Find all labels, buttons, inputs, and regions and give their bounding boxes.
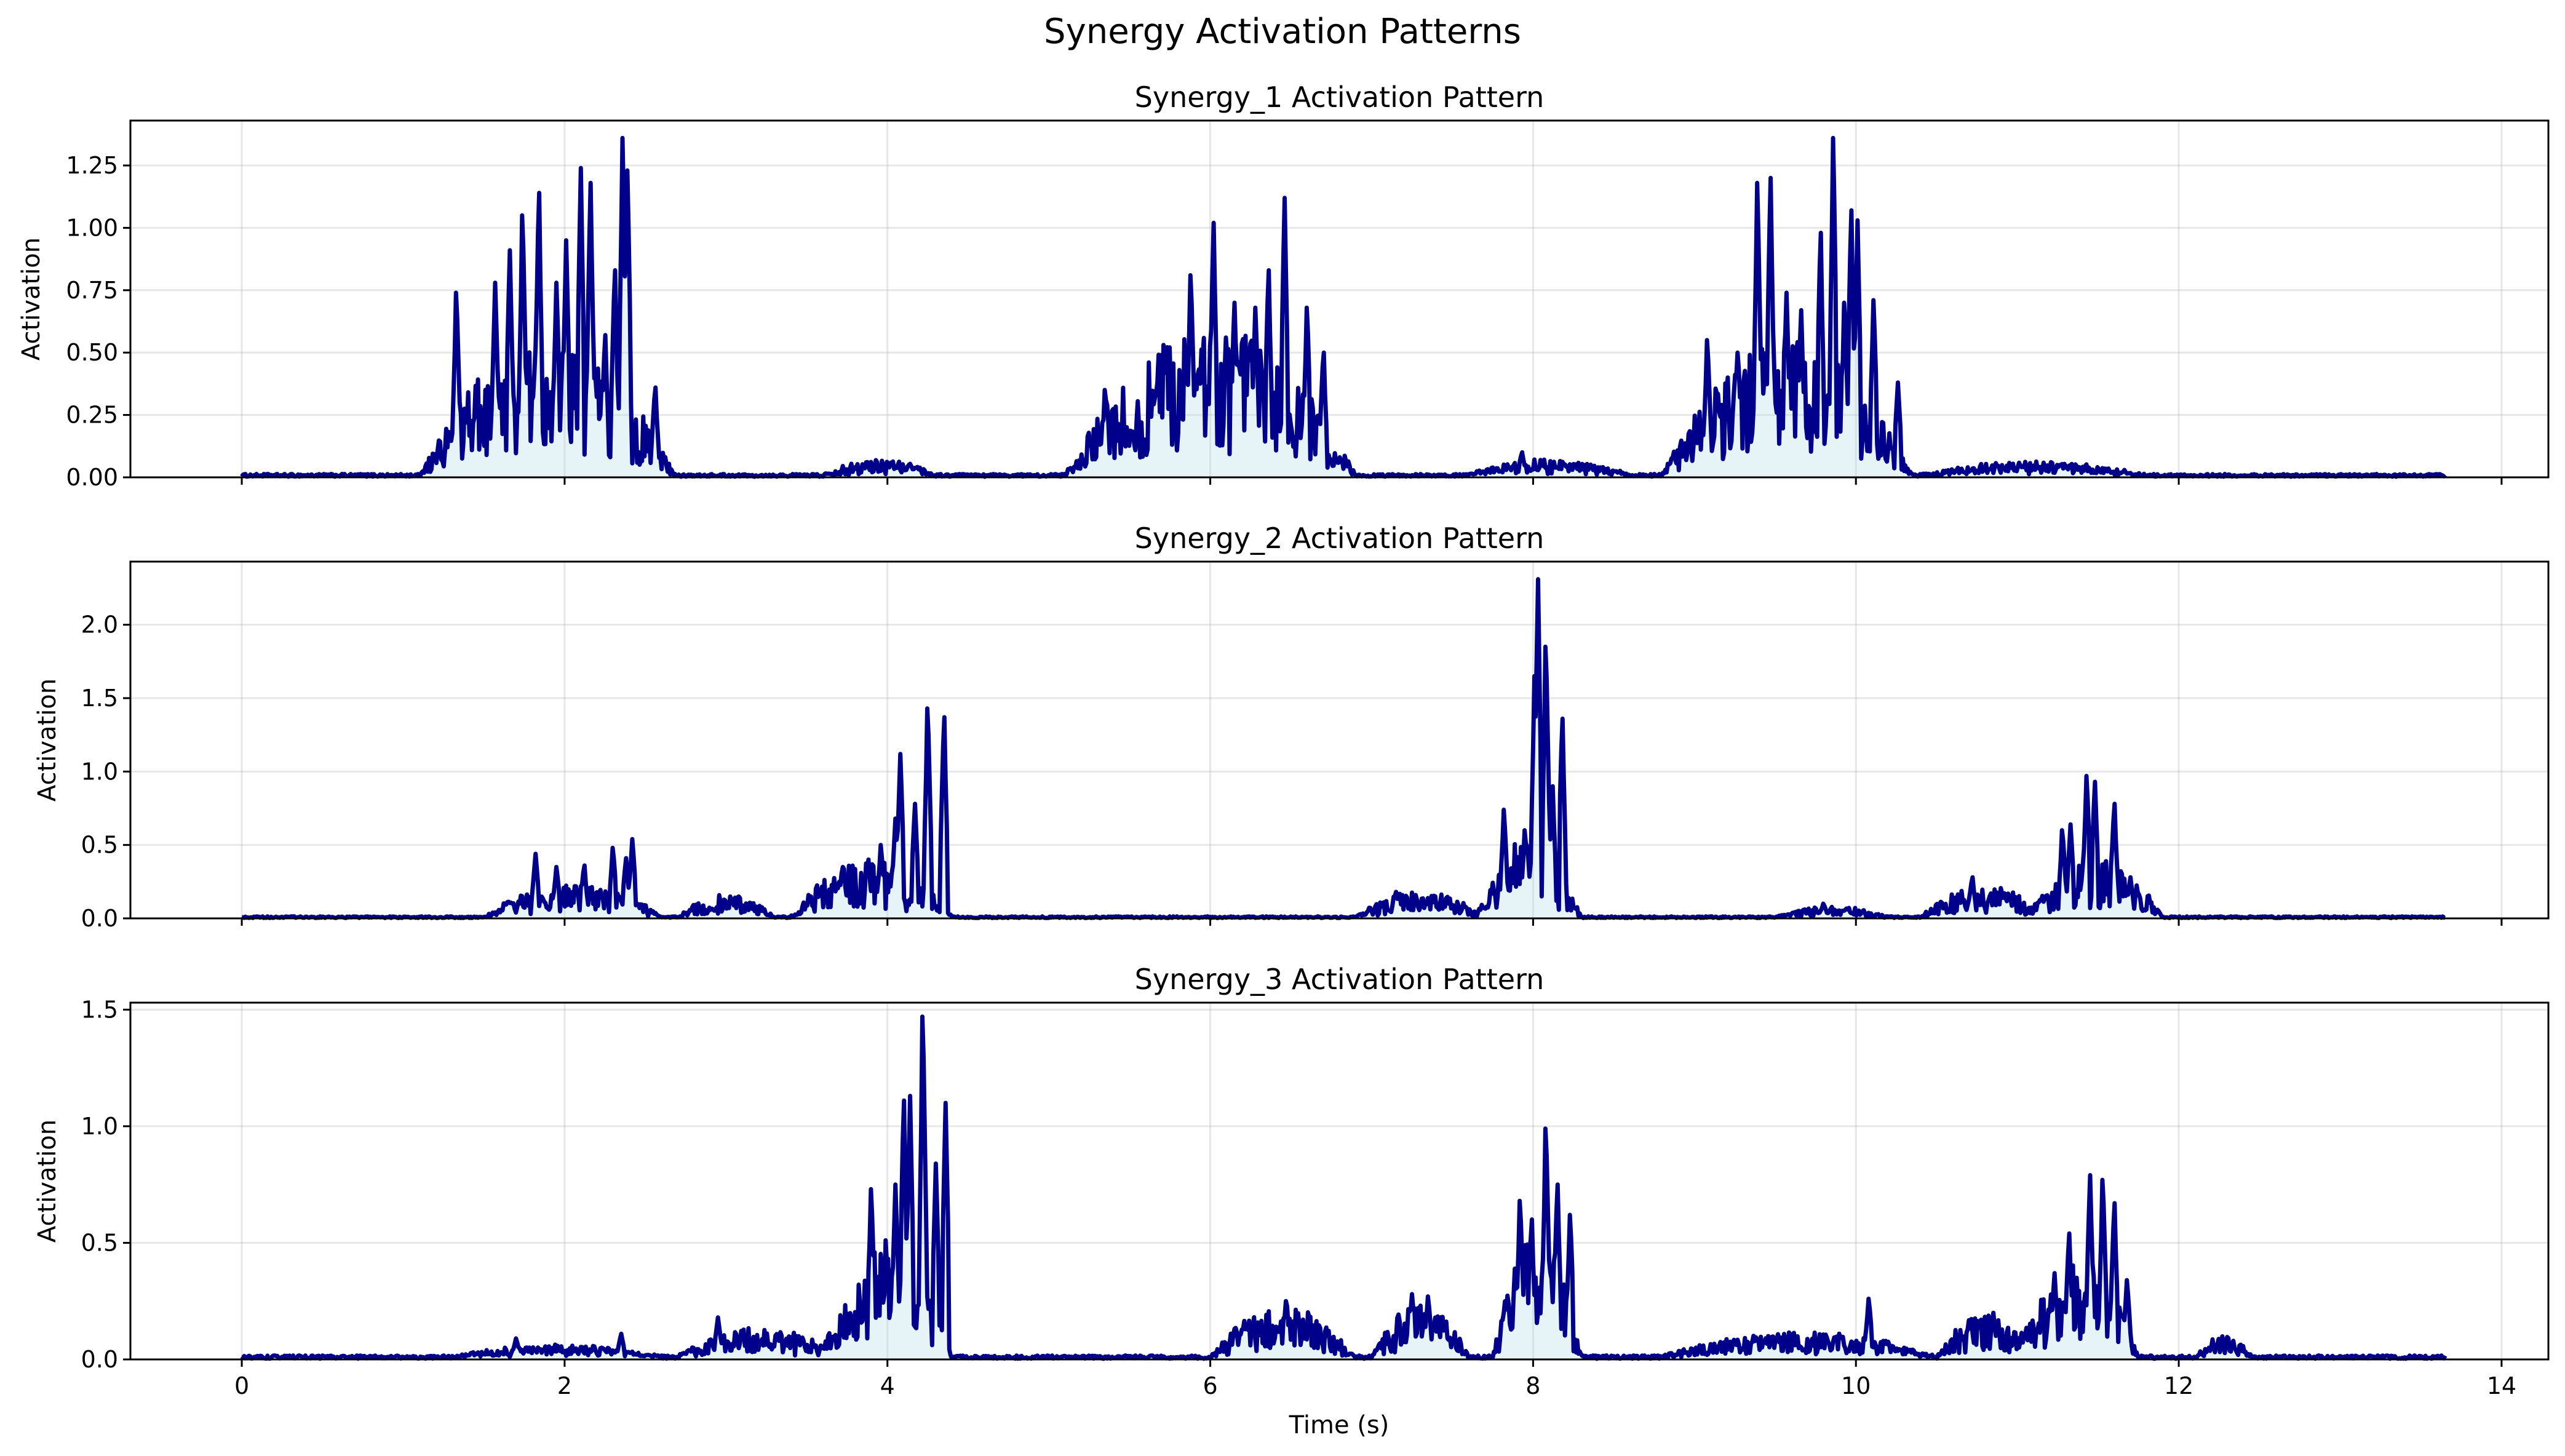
x-tick-label: 2 <box>557 1372 572 1399</box>
synergy-3-y-axis-label: Activation <box>33 1120 62 1243</box>
y-tick-label: 1.25 <box>66 152 118 179</box>
x-tick-label: 10 <box>1841 1372 1871 1399</box>
y-tick-label: 1.0 <box>81 758 118 785</box>
y-tick-label: 0.5 <box>81 1229 118 1256</box>
synergy-2-activation-line <box>241 577 2446 920</box>
panel-synergy-1: 0.00 0.25 0.50 0.75 1.00 1.25 Synergy_1 Activa… <box>17 81 2550 491</box>
y-tick-label: 1.5 <box>81 996 118 1023</box>
y-tick-label: 0.50 <box>66 339 118 366</box>
x-tick-label: 4 <box>880 1372 895 1399</box>
x-tick-label: 14 <box>2487 1372 2516 1399</box>
axes-frame <box>129 119 2550 479</box>
x-tick-label: 0 <box>234 1372 249 1399</box>
x-axis-label: Time (s) <box>1289 1411 1390 1439</box>
panel-synergy-2: 0.0 0.5 1.0 1.5 2.0 Synergy_2 Activation Patt… <box>33 522 2550 932</box>
y-tick-label: 0.0 <box>81 905 118 932</box>
y-tick-label: 1.5 <box>81 685 118 712</box>
panel-synergy-3: 0.0 0.5 1.0 1.5 0 2 4 6 8 10 12 14 Synergy_3 Activat… <box>33 963 2550 1399</box>
y-tick-label: 0.75 <box>66 277 118 304</box>
synergy-2-area-fill <box>242 579 2446 918</box>
y-tick-label: 0.00 <box>66 464 118 491</box>
synergy-2-y-axis-label: Activation <box>33 678 62 802</box>
synergy-1-activation-line <box>240 135 2447 479</box>
y-tick-label: 1.0 <box>81 1113 118 1140</box>
y-tick-label: 0.0 <box>81 1346 118 1373</box>
synergy-1-title: Synergy_1 Activation Pattern <box>1135 81 1545 114</box>
x-tick-label: 6 <box>1203 1372 1217 1399</box>
y-tick-label: 0.25 <box>66 402 118 429</box>
synergy-3-area-fill <box>242 1016 2446 1359</box>
axes-frame <box>129 560 2550 920</box>
synergy-3-title: Synergy_3 Activation Pattern <box>1135 963 1545 996</box>
synergy-3-activation-line <box>240 1014 2448 1361</box>
figure-title: Synergy Activation Patterns <box>1044 12 1521 52</box>
axes-frame <box>129 1001 2550 1361</box>
y-tick-label: 2.0 <box>81 611 118 638</box>
y-tick-label: 1.00 <box>66 214 118 241</box>
y-tick-label: 0.5 <box>81 832 118 859</box>
synergy-2-title: Synergy_2 Activation Pattern <box>1135 522 1545 555</box>
x-tick-label: 8 <box>1525 1372 1540 1399</box>
x-tick-label: 12 <box>2164 1372 2193 1399</box>
synergy-1-y-axis-label: Activation <box>17 237 46 360</box>
